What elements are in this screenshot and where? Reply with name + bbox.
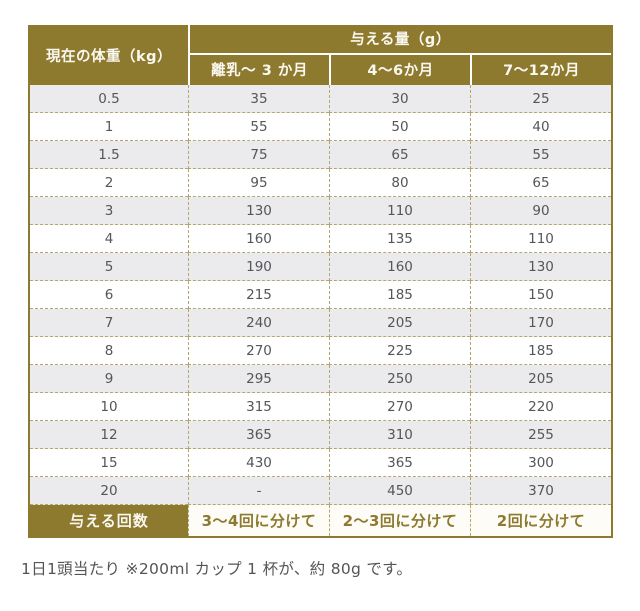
amount-cell: 270 [329,393,470,421]
amount-cell: 135 [329,225,470,253]
table-row: 5 190 160 130 [30,253,612,281]
weight-cell: 7 [30,309,188,337]
amount-cell: 315 [188,393,329,421]
table-body: 0.5 35 30 25 1 55 50 40 1.5 75 65 55 2 9… [30,85,612,505]
amount-cell: 55 [470,141,612,169]
table-row: 4 160 135 110 [30,225,612,253]
weight-cell: 1.5 [30,141,188,169]
amount-cell: 300 [470,449,612,477]
amount-cell: 215 [188,281,329,309]
amount-cell: 90 [470,197,612,225]
table-row: 3 130 110 90 [30,197,612,225]
feeding-frequency-label: 与える回数 [30,505,188,536]
table-row: 7 240 205 170 [30,309,612,337]
amount-cell: 40 [470,113,612,141]
weight-cell: 1 [30,113,188,141]
feeding-guide-section: 現在の体重（kg） 与える量（g） 離乳〜 3 か月 4〜6か月 7〜12か月 … [21,25,614,578]
table-row: 1.5 75 65 55 [30,141,612,169]
amount-cell: 130 [470,253,612,281]
amount-cell: 205 [329,309,470,337]
table-note: 1日1頭当たり ※200ml カップ 1 杯が、約 80g です。 [21,560,413,578]
frequency-cell: 3〜4回に分けて [188,505,329,536]
amount-cell: 185 [470,337,612,365]
age-column-header-0-3mo: 離乳〜 3 か月 [188,52,329,85]
amount-cell: 160 [329,253,470,281]
amount-cell: 370 [470,477,612,505]
table-row: 8 270 225 185 [30,337,612,365]
table-row: 9 295 250 205 [30,365,612,393]
weight-cell: 4 [30,225,188,253]
amount-cell: 160 [188,225,329,253]
amount-cell: 255 [470,421,612,449]
amount-cell: 50 [329,113,470,141]
table-row: 12 365 310 255 [30,421,612,449]
weight-cell: 8 [30,337,188,365]
weight-cell: 20 [30,477,188,505]
table-row: 6 215 185 150 [30,281,612,309]
weight-cell: 0.5 [30,85,188,113]
amount-cell: 30 [329,85,470,113]
table-footer: 与える回数 3〜4回に分けて 2〜3回に分けて 2回に分けて [30,505,612,536]
age-column-header-4-6mo: 4〜6か月 [329,52,470,85]
weight-column-header: 現在の体重（kg） [30,25,188,85]
amount-cell: 110 [329,197,470,225]
amount-cell: 450 [329,477,470,505]
amount-cell: 430 [188,449,329,477]
weight-cell: 5 [30,253,188,281]
table-row: 1 55 50 40 [30,113,612,141]
table-header: 現在の体重（kg） 与える量（g） 離乳〜 3 か月 4〜6か月 7〜12か月 [30,25,612,85]
amount-cell: 365 [188,421,329,449]
weight-cell: 3 [30,197,188,225]
amount-cell: 75 [188,141,329,169]
header-row-top: 現在の体重（kg） 与える量（g） [30,25,612,85]
weight-cell: 6 [30,281,188,309]
amount-cell: 250 [329,365,470,393]
amount-cell: 240 [188,309,329,337]
amount-cell: 225 [329,337,470,365]
frequency-cell: 2〜3回に分けて [329,505,470,536]
amount-cell: 150 [470,281,612,309]
amount-cell: 205 [470,365,612,393]
amount-cell: 80 [329,169,470,197]
header-row-sub: 離乳〜 3 か月 4〜6か月 7〜12か月 [30,52,612,85]
weight-cell: 2 [30,169,188,197]
amount-group-header: 与える量（g） [188,25,612,53]
amount-cell: 190 [188,253,329,281]
amount-cell: 170 [470,309,612,337]
age-column-header-7-12mo: 7〜12か月 [470,52,612,85]
feeding-amount-table: 現在の体重（kg） 与える量（g） 離乳〜 3 か月 4〜6か月 7〜12か月 … [28,25,614,538]
amount-cell: 310 [329,421,470,449]
amount-cell: - [188,477,329,505]
amount-cell: 65 [470,169,612,197]
weight-cell: 9 [30,365,188,393]
table-row: 20 - 450 370 [30,477,612,505]
amount-cell: 65 [329,141,470,169]
amount-cell: 295 [188,365,329,393]
amount-cell: 110 [470,225,612,253]
table-row: 0.5 35 30 25 [30,85,612,113]
amount-cell: 130 [188,197,329,225]
amount-cell: 270 [188,337,329,365]
frequency-cell: 2回に分けて [470,505,612,536]
weight-cell: 12 [30,421,188,449]
amount-cell: 95 [188,169,329,197]
weight-cell: 10 [30,393,188,421]
footer-row: 与える回数 3〜4回に分けて 2〜3回に分けて 2回に分けて [30,505,612,536]
amount-cell: 55 [188,113,329,141]
amount-cell: 25 [470,85,612,113]
amount-cell: 185 [329,281,470,309]
amount-cell: 365 [329,449,470,477]
table-row: 2 95 80 65 [30,169,612,197]
table-row: 10 315 270 220 [30,393,612,421]
table-row: 15 430 365 300 [30,449,612,477]
weight-cell: 15 [30,449,188,477]
amount-cell: 35 [188,85,329,113]
amount-cell: 220 [470,393,612,421]
